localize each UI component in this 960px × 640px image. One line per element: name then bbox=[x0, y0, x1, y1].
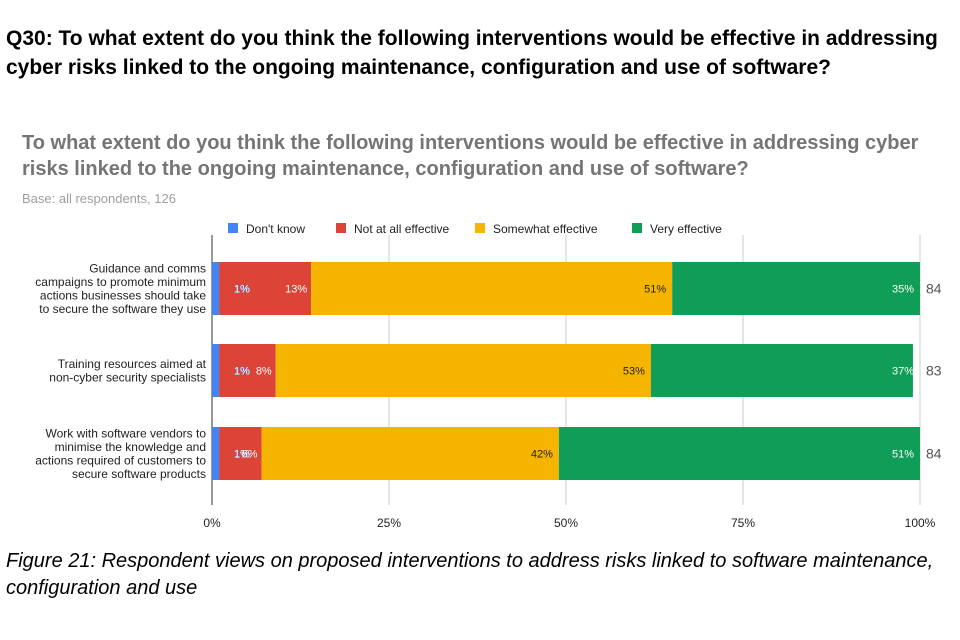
data-label: 51% bbox=[892, 449, 914, 461]
category-label: secure software products bbox=[72, 467, 206, 481]
legend-entry: Very effective bbox=[650, 222, 722, 236]
bar-segment bbox=[219, 344, 276, 397]
bar-segment bbox=[311, 262, 673, 315]
x-tick-label: 0% bbox=[203, 516, 221, 530]
legend-entry: Somewhat effective bbox=[493, 222, 598, 236]
bar-segment bbox=[275, 344, 651, 397]
bar-segment bbox=[261, 427, 559, 480]
x-tick-label: 25% bbox=[377, 516, 401, 530]
data-label: 51% bbox=[644, 284, 666, 296]
data-label: 42% bbox=[531, 449, 553, 461]
bar-segment bbox=[672, 262, 920, 315]
category-label: minimise the knowledge and bbox=[55, 440, 206, 454]
legend-swatch bbox=[632, 223, 642, 233]
total-label: 84 bbox=[926, 446, 942, 462]
data-label: 1% bbox=[234, 366, 250, 378]
x-tick-label: 75% bbox=[731, 516, 755, 530]
category-label: actions required of customers to bbox=[35, 453, 206, 467]
x-tick-label: 100% bbox=[905, 516, 936, 530]
legend-entry: Not at all effective bbox=[354, 222, 449, 236]
bar-segment bbox=[219, 262, 312, 315]
bar-segment bbox=[558, 427, 920, 480]
category-label: Work with software vendors to bbox=[45, 426, 206, 440]
category-label: actions businesses should take bbox=[40, 288, 206, 302]
data-label: 1% bbox=[234, 284, 250, 296]
stacked-bar-chart: 0% 25% 50% 75% 100% Don't know Not at all effe… bbox=[35, 222, 942, 530]
chart-title: To what extent do you think the followin… bbox=[22, 132, 919, 180]
chart-subtitle: Base: all respondents, 126 bbox=[22, 191, 176, 206]
total-label: 83 bbox=[926, 363, 942, 379]
total-label: 84 bbox=[926, 281, 942, 297]
bar-segment bbox=[212, 344, 220, 397]
bar-segment bbox=[219, 427, 262, 480]
category-label: to secure the software they use bbox=[39, 302, 206, 316]
data-label: 1% bbox=[234, 449, 250, 461]
category-label: non-cyber security specialists bbox=[49, 370, 206, 384]
legend-swatch bbox=[228, 223, 238, 233]
data-label: 13% bbox=[285, 284, 307, 296]
data-label: 35% bbox=[892, 284, 914, 296]
legend-entry: Don't know bbox=[246, 222, 305, 236]
x-tick-label: 50% bbox=[554, 516, 578, 530]
bar-segment bbox=[650, 344, 913, 397]
legend-swatch bbox=[475, 223, 485, 233]
category-label: Guidance and comms bbox=[89, 261, 206, 275]
data-label: 6% bbox=[242, 449, 258, 461]
question-heading: Q30: To what extent do you think the fol… bbox=[6, 27, 938, 79]
data-label: 53% bbox=[623, 366, 645, 378]
bar-segment bbox=[212, 262, 220, 315]
bar-segment bbox=[212, 427, 220, 480]
legend-swatch bbox=[336, 223, 346, 233]
category-label: Training resources aimed at bbox=[58, 357, 207, 371]
category-label: campaigns to promote minimum bbox=[35, 275, 206, 289]
figure-caption: Figure 21: Respondent views on proposed … bbox=[6, 550, 934, 599]
data-label: 8% bbox=[256, 366, 272, 378]
data-label: 37% bbox=[892, 366, 914, 378]
